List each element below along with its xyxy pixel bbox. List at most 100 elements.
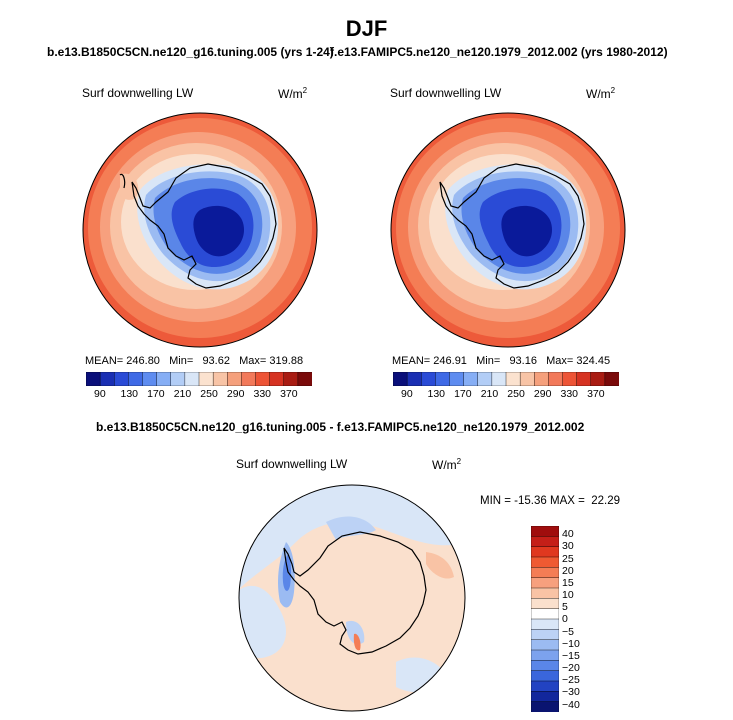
- diff-colorbar-swatch: [531, 618, 559, 630]
- left-polar-map: [82, 112, 318, 348]
- colorbar-tick-label: 170: [454, 388, 472, 400]
- colorbar-swatch: [449, 372, 465, 386]
- diff-colorbar-swatch: [531, 680, 559, 692]
- diff-colorbar-tick-label: −15: [562, 649, 580, 662]
- diff-colorbar-swatch: [531, 598, 559, 610]
- right-colorbar: [393, 372, 619, 386]
- diff-variable-label: Surf downwelling LW: [236, 457, 348, 471]
- left-stats: MEAN= 246.80 Min= 93.62 Max= 319.88: [85, 355, 304, 367]
- colorbar-tick-label: 210: [480, 388, 499, 400]
- colorbar-swatch: [406, 372, 422, 386]
- colorbar-swatch: [241, 372, 257, 386]
- colorbar-tick-label: 250: [507, 388, 525, 400]
- left-colorbar: [86, 372, 312, 386]
- diff-colorbar-tick-label: 40: [562, 528, 574, 541]
- diff-colorbar-swatch: [531, 526, 559, 537]
- colorbar-swatch: [170, 372, 186, 386]
- diff-colorbar-tick-label: −5: [562, 625, 574, 638]
- colorbar-swatch: [463, 372, 479, 386]
- colorbar-swatch: [604, 372, 619, 386]
- diff-colorbar-swatch: [531, 577, 559, 589]
- diff-colorbar-tick-label: 15: [562, 576, 574, 589]
- colorbar-swatch: [562, 372, 578, 386]
- diff-colorbar-swatch: [531, 556, 559, 568]
- colorbar-swatch: [393, 372, 408, 386]
- colorbar-swatch: [283, 372, 299, 386]
- diff-colorbar-swatch: [531, 691, 559, 703]
- colorbar-swatch: [255, 372, 271, 386]
- colorbar-tick-label: 130: [427, 388, 446, 400]
- left-units-label: W/m2: [278, 86, 308, 101]
- colorbar-swatch: [421, 372, 436, 386]
- colorbar-swatch: [198, 372, 214, 386]
- left-variable-label: Surf downwelling LW: [82, 86, 194, 100]
- colorbar-swatch: [548, 372, 564, 386]
- colorbar-swatch: [142, 372, 158, 386]
- diff-colorbar-tick-label: 30: [562, 540, 574, 553]
- colorbar-tick-label: 290: [533, 388, 552, 400]
- colorbar-tick-label: 210: [173, 388, 192, 400]
- difference-colorbar: [531, 526, 559, 712]
- diff-colorbar-tick-label: 5: [562, 601, 568, 614]
- right-units-label: W/m2: [586, 86, 616, 101]
- difference-title: b.e13.B1850C5CN.ne120_g16.tuning.005 - f…: [96, 420, 585, 434]
- colorbar-swatch: [590, 372, 606, 386]
- diff-colorbar-swatch: [531, 649, 559, 661]
- colorbar-tick-label: 130: [120, 388, 139, 400]
- diff-colorbar-tick-label: 10: [562, 589, 574, 601]
- colorbar-swatch: [128, 372, 144, 386]
- colorbar-swatch: [212, 372, 228, 386]
- colorbar-tick-label: 370: [587, 388, 605, 400]
- left-colorbar-ticks: 90 130 170 210 250 290 330 370: [86, 388, 312, 402]
- colorbar-swatch: [477, 372, 493, 386]
- diff-min-max: MIN = -15.36 MAX = 22.29: [480, 495, 620, 507]
- colorbar-swatch: [184, 372, 200, 386]
- colorbar-swatch: [269, 372, 285, 386]
- colorbar-tick-label: 90: [94, 388, 106, 400]
- diff-units-label: W/m2: [432, 457, 462, 472]
- diff-colorbar-swatch: [531, 587, 559, 599]
- colorbar-tick-label: 90: [401, 388, 413, 400]
- colorbar-swatch: [576, 372, 592, 386]
- diff-colorbar-swatch: [531, 660, 559, 672]
- diff-colorbar-tick-label: −10: [562, 637, 580, 650]
- right-stats: MEAN= 246.91 Min= 93.16 Max= 324.45: [392, 355, 611, 367]
- colorbar-swatch: [156, 372, 172, 386]
- right-colorbar-ticks: 90 130 170 210 250 290 330 370: [393, 388, 619, 402]
- colorbar-tick-label: 330: [253, 388, 272, 400]
- diff-colorbar-tick-label: −20: [562, 662, 580, 674]
- colorbar-tick-label: 250: [200, 388, 218, 400]
- colorbar-swatch: [505, 372, 521, 386]
- colorbar-swatch: [534, 372, 549, 386]
- colorbar-swatch: [227, 372, 242, 386]
- diff-colorbar-tick-label: −25: [562, 674, 580, 687]
- colorbar-swatch: [519, 372, 535, 386]
- diff-colorbar-tick-label: 25: [562, 552, 574, 565]
- colorbar-swatch: [297, 372, 312, 386]
- colorbar-tick-label: 330: [560, 388, 579, 400]
- diff-colorbar-swatch: [531, 536, 559, 548]
- right-polar-map: [390, 112, 626, 348]
- colorbar-swatch: [114, 372, 129, 386]
- right-variable-label: Surf downwelling LW: [390, 86, 502, 100]
- diff-colorbar-swatch: [531, 567, 559, 579]
- diff-colorbar-tick-label: 0: [562, 613, 568, 626]
- colorbar-tick-label: 170: [147, 388, 165, 400]
- diff-colorbar-tick-label: −40: [562, 698, 580, 711]
- case1-title: b.e13.B1850C5CN.ne120_g16.tuning.005 (yr…: [47, 45, 334, 59]
- colorbar-tick-label: 290: [226, 388, 245, 400]
- diff-colorbar-swatch: [531, 670, 559, 682]
- colorbar-swatch: [86, 372, 101, 386]
- colorbar-swatch: [491, 372, 507, 386]
- diff-colorbar-swatch: [531, 629, 559, 641]
- colorbar-swatch: [99, 372, 115, 386]
- diff-colorbar-swatch: [531, 701, 559, 712]
- diff-colorbar-tick-label: 20: [562, 564, 574, 577]
- difference-polar-map: [238, 484, 466, 712]
- diff-colorbar-swatch: [531, 608, 559, 620]
- difference-colorbar-ticks: 40 30 25 20 15 10 5 0 −5 −10 −15 −20 −25 −30 −40: [562, 526, 602, 712]
- diff-colorbar-swatch: [531, 639, 559, 651]
- colorbar-tick-label: 370: [280, 388, 298, 400]
- diff-colorbar-swatch: [531, 546, 559, 558]
- colorbar-swatch: [435, 372, 451, 386]
